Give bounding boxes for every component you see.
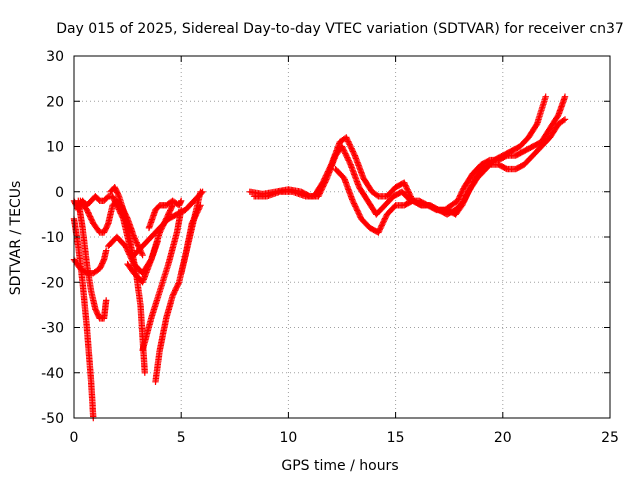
data-point [349, 197, 356, 204]
data-point [561, 93, 569, 100]
series-track-13 [178, 188, 204, 277]
y-tick-label: 0 [55, 185, 64, 201]
data-point [322, 173, 329, 181]
data-point [354, 208, 362, 216]
data-point [461, 197, 468, 204]
data-point [341, 148, 348, 156]
data-point [377, 225, 384, 232]
series-track-11 [130, 188, 206, 259]
series-track-9 [139, 206, 185, 354]
data-point [344, 155, 352, 163]
y-tick-label: 20 [46, 94, 64, 110]
data-point [462, 194, 469, 202]
data-point [139, 251, 146, 259]
data-point [103, 247, 110, 254]
data-point [127, 254, 134, 261]
data-point [350, 149, 357, 156]
data-point [126, 251, 133, 258]
y-tick-label: -20 [41, 275, 64, 291]
y-tick-label: 30 [46, 49, 64, 65]
tick-labels: 0 5 10 15 20 25 -50 -40 -30 -20 -10 0 10 20 30 [41, 49, 619, 446]
data-point [465, 187, 472, 195]
x-tick-label: 5 [177, 430, 186, 446]
data-point [344, 137, 351, 144]
data-point [351, 201, 358, 209]
data-point [319, 179, 326, 186]
y-tick-label: -30 [41, 321, 64, 337]
data-series [70, 93, 569, 422]
axis-ticks [73, 55, 611, 419]
data-point [458, 189, 465, 196]
y-tick-label: 10 [46, 140, 64, 156]
data-point [401, 180, 408, 188]
y-tick-label: -40 [41, 366, 64, 382]
data-point [320, 176, 328, 184]
data-point [463, 192, 470, 199]
data-point [350, 200, 358, 207]
data-point [347, 142, 354, 149]
data-point [354, 207, 361, 214]
data-point [197, 188, 204, 195]
series-track-16 [332, 116, 569, 236]
x-tick-label: 15 [387, 430, 405, 446]
data-point [346, 160, 354, 167]
data-point [122, 244, 130, 251]
data-point [324, 169, 331, 177]
data-point [402, 182, 409, 189]
data-point [141, 369, 148, 376]
data-point [379, 220, 386, 228]
data-point [327, 162, 334, 170]
data-point [104, 221, 111, 228]
y-axis-label: SDTVAR / TECUs [8, 181, 24, 296]
series-track-4 [75, 197, 110, 322]
x-tick-label: 20 [494, 430, 512, 446]
data-point [128, 255, 135, 262]
data-point [406, 192, 414, 199]
data-point [351, 151, 358, 158]
data-point [138, 250, 146, 257]
data-point [325, 167, 332, 174]
data-point [375, 229, 382, 236]
data-point [356, 211, 363, 218]
data-point [345, 157, 352, 164]
data-point [175, 280, 182, 287]
data-point [178, 197, 185, 204]
data-point [382, 214, 389, 221]
x-axis-label: GPS time / hours [281, 458, 398, 474]
data-point [542, 93, 549, 100]
data-point [560, 117, 567, 124]
data-point [340, 146, 347, 153]
data-point [375, 227, 383, 235]
data-point [403, 185, 410, 192]
data-point [349, 146, 356, 154]
data-point [103, 297, 110, 304]
data-point [405, 189, 412, 196]
chart-title: Day 015 of 2025, Sidereal Day-to-day VTE… [56, 21, 624, 37]
data-point [467, 183, 474, 191]
x-tick-label: 0 [70, 430, 79, 446]
data-point [124, 248, 132, 255]
data-point [343, 135, 351, 142]
x-tick-label: 10 [279, 430, 297, 446]
data-point [466, 185, 474, 192]
series-track-12 [145, 197, 185, 232]
data-point [378, 222, 385, 229]
data-point [345, 139, 353, 147]
data-point [561, 116, 569, 123]
data-point [381, 215, 389, 222]
data-point [326, 165, 333, 172]
data-point [132, 238, 140, 245]
data-point [343, 153, 350, 160]
y-tick-label: -10 [41, 230, 64, 246]
x-tick-label: 25 [601, 430, 619, 446]
data-point [124, 247, 131, 254]
y-tick-label: -50 [41, 411, 64, 427]
data-point [347, 144, 355, 151]
